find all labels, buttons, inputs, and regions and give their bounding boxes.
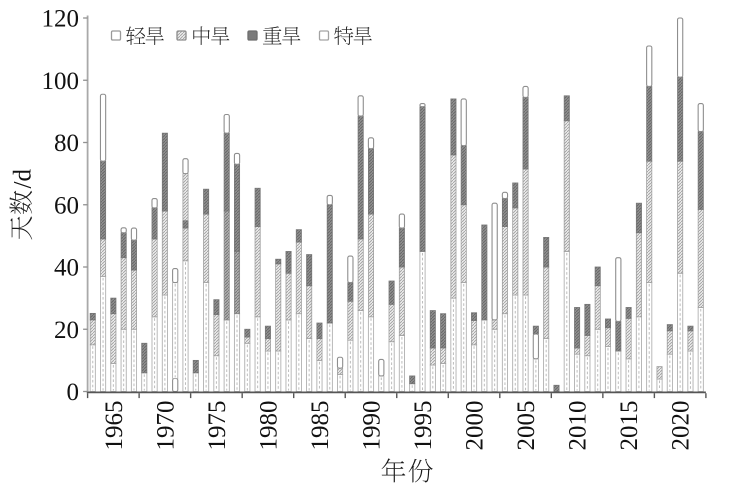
- svg-text:1990: 1990: [359, 401, 386, 451]
- svg-text:1980: 1980: [256, 401, 283, 451]
- svg-text:60: 60: [54, 192, 79, 219]
- svg-text:1975: 1975: [204, 401, 231, 451]
- svg-text:2005: 2005: [513, 401, 540, 451]
- svg-text:1965: 1965: [101, 401, 128, 451]
- svg-text:1970: 1970: [152, 401, 179, 451]
- svg-text:1985: 1985: [307, 401, 334, 451]
- svg-text:2010: 2010: [565, 401, 592, 451]
- svg-text:20: 20: [54, 317, 79, 344]
- svg-text:1995: 1995: [410, 401, 437, 451]
- svg-text:120: 120: [42, 6, 80, 33]
- svg-text:2015: 2015: [616, 401, 643, 451]
- svg-text:2020: 2020: [668, 401, 695, 451]
- svg-text:80: 80: [54, 130, 79, 157]
- svg-text:40: 40: [54, 255, 79, 282]
- svg-text:/d: /d: [9, 169, 36, 189]
- svg-text:100: 100: [42, 68, 80, 95]
- svg-text:2000: 2000: [462, 401, 489, 451]
- svg-text:0: 0: [67, 379, 80, 406]
